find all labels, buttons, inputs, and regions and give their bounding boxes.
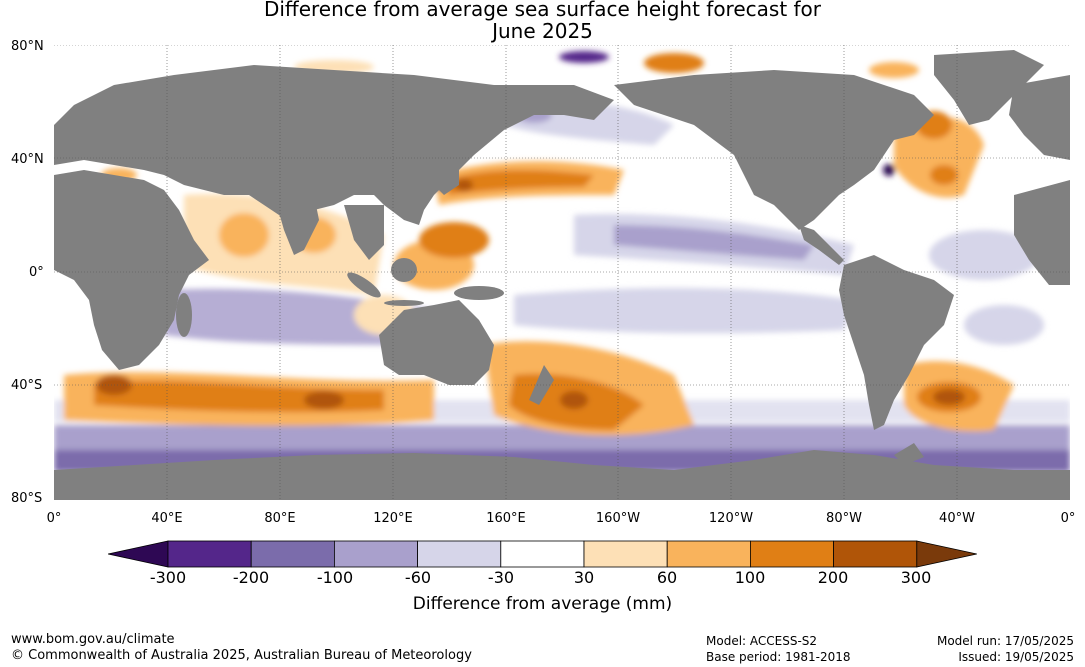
- lon-label-40w: 40°W: [939, 511, 975, 526]
- colorbar-tick: -100: [316, 568, 354, 587]
- lat-label-40s: 40°S: [11, 378, 43, 393]
- japan-landmass: [439, 157, 459, 195]
- colorbar-tick: 300: [900, 568, 932, 587]
- colorbar-tick: -30: [487, 568, 515, 587]
- borneo-landmass: [391, 258, 417, 282]
- lon-label-160w: 160°W: [595, 511, 641, 526]
- central-america-landmass: [799, 225, 844, 265]
- colorbar-segment: [167, 540, 252, 568]
- land-masses: [54, 50, 1070, 500]
- colorbar: [108, 540, 977, 568]
- model-run-date: Model run: 17/05/2025: [936, 634, 1074, 648]
- footer-dates: Model run: 17/05/2025 Issued: 19/05/2025: [937, 633, 1074, 665]
- graticule: [54, 45, 1070, 500]
- base-period: Base period: 1981-2018: [706, 650, 851, 664]
- madagascar-landmass: [176, 293, 192, 337]
- model-name: Model: ACCESS-S2: [706, 634, 818, 648]
- colorbar-segment: [333, 540, 418, 568]
- lon-label-120w: 120°W: [708, 511, 754, 526]
- lon-label-160e: 160°E: [486, 511, 526, 526]
- colorbar-tick: -300: [149, 568, 187, 587]
- issued-date: Issued: 19/05/2025: [958, 650, 1074, 664]
- colorbar-tick: 30: [573, 568, 595, 587]
- south-america-landmass: [839, 255, 954, 430]
- colorbar-tick: 60: [656, 568, 678, 587]
- lat-label-equator: 0°: [29, 265, 44, 280]
- colorbar-segment-extend-low: [108, 540, 169, 568]
- colorbar-segment: [750, 540, 835, 568]
- antarctic-peninsula-landmass: [894, 443, 924, 465]
- sumatra-landmass: [347, 272, 381, 298]
- colorbar-tick: -60: [404, 568, 432, 587]
- colorbar-segment: [500, 540, 585, 568]
- north-america-landmass: [614, 70, 934, 230]
- lon-label-0-right: 0°: [1060, 511, 1076, 526]
- lat-label-80s: 80°S: [11, 491, 43, 506]
- colorbar-tick: 200: [817, 568, 849, 587]
- lat-label-80n: 80°N: [11, 39, 44, 54]
- new-zealand-landmass: [529, 365, 554, 405]
- website-link[interactable]: www.bom.gov.au/climate: [11, 632, 175, 647]
- lon-label-0-left: 0°: [46, 511, 62, 526]
- lon-label-80w: 80°W: [826, 511, 862, 526]
- copyright-text: © Commonwealth of Australia 2025, Austra…: [11, 648, 472, 663]
- anomaly-field: [54, 51, 1070, 472]
- india-landmass: [274, 195, 319, 255]
- lon-label-80e: 80°E: [264, 511, 296, 526]
- se-asia-landmass: [344, 205, 384, 260]
- africa-landmass: [54, 170, 209, 370]
- australia-landmass: [379, 300, 494, 385]
- colorbar-tick: -200: [232, 568, 270, 587]
- title-line-2: June 2025: [492, 19, 593, 43]
- europe-landmass: [1009, 75, 1070, 160]
- colorbar-segment: [250, 540, 335, 568]
- eurasia-landmass: [54, 65, 614, 230]
- new-guinea-landmass: [454, 286, 504, 300]
- lat-label-40n: 40°N: [11, 152, 44, 167]
- colorbar-title: Difference from average (mm): [412, 594, 673, 614]
- colorbar-tick: 100: [734, 568, 766, 587]
- colorbar-segment: [833, 540, 918, 568]
- footer-model-info: Model: ACCESS-S2 Base period: 1981-2018: [706, 633, 851, 665]
- colorbar-segment: [666, 540, 751, 568]
- java-landmass: [384, 300, 424, 306]
- greenland-landmass: [934, 50, 1044, 125]
- map-title: Difference from average sea surface heig…: [0, 0, 1085, 42]
- title-line-1: Difference from average sea surface heig…: [263, 0, 822, 21]
- map-svg: [54, 45, 1070, 500]
- lon-label-40e: 40°E: [151, 511, 183, 526]
- africa-wrap-landmass: [1014, 180, 1070, 285]
- colorbar-segment-extend-high: [916, 540, 977, 568]
- antarctica-landmass: [54, 450, 1070, 500]
- colorbar-segment: [417, 540, 502, 568]
- sea-surface-height-map: [54, 45, 1070, 500]
- colorbar-segment: [583, 540, 668, 568]
- footer-left: www.bom.gov.au/climate © Commonwealth of…: [11, 632, 472, 664]
- lon-label-120e: 120°E: [373, 511, 413, 526]
